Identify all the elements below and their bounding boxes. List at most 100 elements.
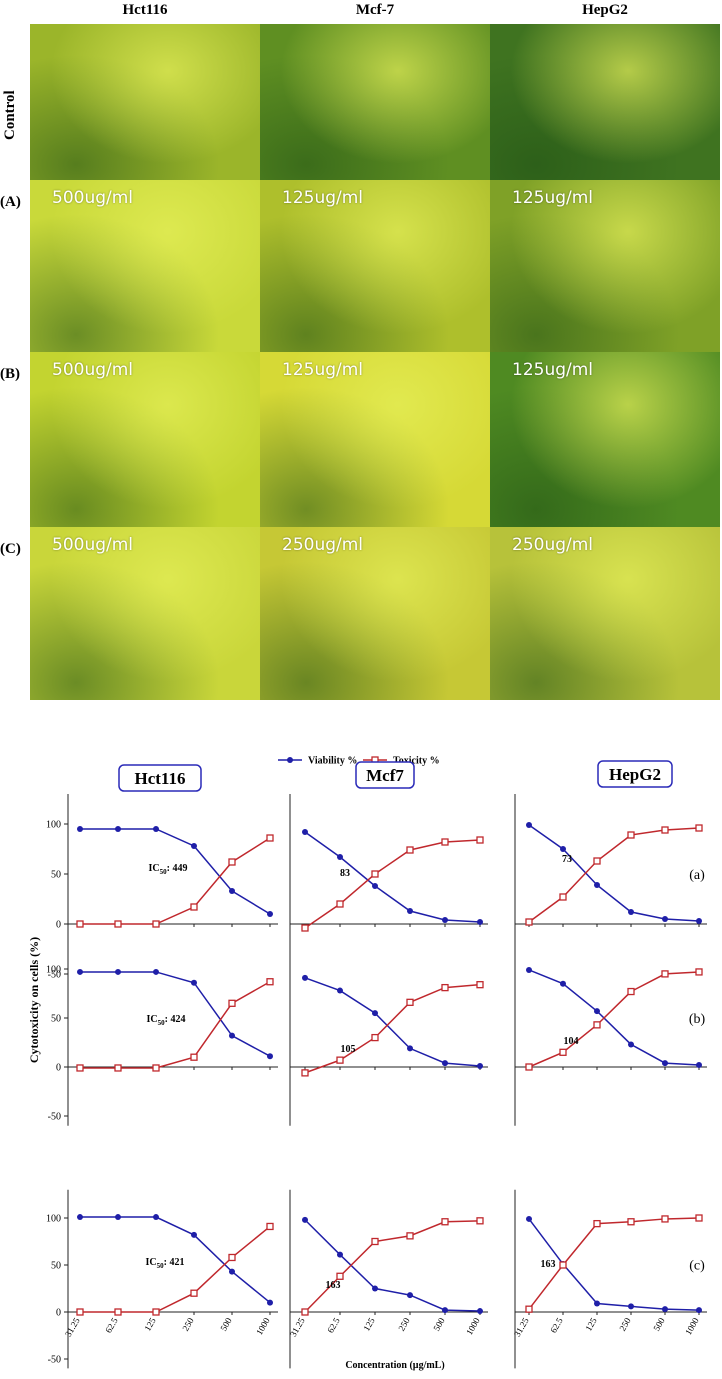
data-point <box>77 968 83 975</box>
data-point <box>267 911 273 917</box>
y-tick-label: -50 <box>48 970 61 981</box>
data-point <box>526 966 532 973</box>
data-point <box>115 826 121 832</box>
data-point <box>267 1299 273 1306</box>
x-tick-label: 62.5 <box>103 1316 120 1335</box>
data-point <box>593 1021 601 1029</box>
series-line <box>304 983 481 1074</box>
dose-label: 125ug/ml <box>282 360 364 380</box>
data-point <box>229 1268 235 1275</box>
data-point <box>476 836 484 844</box>
data-point <box>337 987 343 994</box>
ic50-prefix: IC <box>146 1257 157 1268</box>
y-tick-label: 0 <box>56 1308 61 1319</box>
legend-label: Viability % <box>308 756 357 767</box>
column-header: Hct116 <box>122 2 168 18</box>
y-tick-label: 0 <box>56 1063 61 1074</box>
data-point <box>266 1222 274 1231</box>
data-point <box>560 980 566 987</box>
series-line <box>304 977 481 1067</box>
series-line <box>80 1225 271 1313</box>
series-line <box>528 827 700 923</box>
data-point <box>526 822 532 828</box>
ic50-value: 104 <box>564 1036 579 1047</box>
ic50-annotation: 163 <box>326 1280 341 1291</box>
ic50-value: 163 <box>326 1280 341 1291</box>
data-point <box>190 1053 198 1061</box>
data-point <box>114 920 122 928</box>
y-tick-label: 50 <box>51 1261 61 1272</box>
x-tick-label: 500 <box>431 1316 447 1333</box>
data-point <box>441 1218 449 1226</box>
data-point <box>525 1305 533 1313</box>
data-point <box>594 1300 600 1307</box>
y-tick-label: 0 <box>56 920 61 931</box>
data-point <box>266 978 274 986</box>
data-point <box>628 1303 634 1310</box>
data-point <box>627 987 635 996</box>
title-box <box>355 761 415 789</box>
ic50-annotation: IC50: 424 <box>147 1014 186 1027</box>
dose-label: 125ug/ml <box>512 360 594 380</box>
data-point <box>153 1214 159 1221</box>
line-chart: 31.25 62.5 125 250 500 1000 163 <box>288 1189 488 1369</box>
data-point <box>371 870 379 878</box>
data-point <box>627 1218 635 1226</box>
data-point <box>594 882 600 888</box>
line-chart: 105 <box>289 939 488 1126</box>
data-point <box>228 999 236 1007</box>
micrograph <box>260 24 490 180</box>
chart-title: HepG2 <box>609 765 661 784</box>
data-point <box>696 1307 702 1314</box>
data-point <box>559 1261 567 1269</box>
series-line <box>80 1216 271 1304</box>
panel-label: (c) <box>689 1259 705 1274</box>
micrograph <box>30 24 260 180</box>
row-label: (A) <box>0 194 21 210</box>
ic50-annotation: 105 <box>341 1044 356 1055</box>
data-point <box>662 1060 668 1067</box>
data-point <box>191 843 197 849</box>
data-point <box>628 909 634 915</box>
data-point <box>152 1064 160 1072</box>
ic50-value: : 421 <box>164 1257 185 1268</box>
data-point <box>406 998 414 1006</box>
data-point <box>372 1010 378 1017</box>
series-line <box>80 828 271 915</box>
data-point <box>336 1056 344 1064</box>
data-point <box>336 900 344 908</box>
data-point <box>267 1053 273 1060</box>
series-line <box>80 981 271 1069</box>
micrograph: 500ug/ml <box>30 352 260 527</box>
data-point <box>593 857 601 865</box>
ic50-prefix: IC <box>149 863 160 874</box>
data-point <box>695 1214 703 1222</box>
data-point <box>115 1214 121 1221</box>
dose-label: 125ug/ml <box>512 188 594 208</box>
data-point <box>115 968 121 975</box>
chart-title: Hct116 <box>135 769 186 788</box>
ic50-value: 73 <box>562 854 572 865</box>
data-point <box>662 916 668 922</box>
data-point <box>336 1272 344 1280</box>
data-point <box>477 919 483 925</box>
data-point <box>301 1069 309 1077</box>
data-point <box>442 1307 448 1314</box>
micrograph: 500ug/ml <box>30 180 260 352</box>
panel-label: (a) <box>689 868 705 883</box>
line-chart: 73 (a) HepG2 <box>514 760 707 984</box>
micrograph <box>490 24 720 180</box>
micrograph: 125ug/ml <box>260 180 490 352</box>
ic50-subscript: 50 <box>160 868 168 876</box>
x-tick-label: 250 <box>396 1316 412 1333</box>
series-line <box>528 971 700 1068</box>
data-point <box>229 1032 235 1039</box>
data-point <box>593 1219 601 1228</box>
x-tick-label: 500 <box>218 1316 234 1333</box>
micrograph: 125ug/ml <box>260 352 490 527</box>
dose-label: 250ug/ml <box>282 535 364 555</box>
data-point <box>228 1253 236 1262</box>
series-line <box>528 1217 700 1310</box>
